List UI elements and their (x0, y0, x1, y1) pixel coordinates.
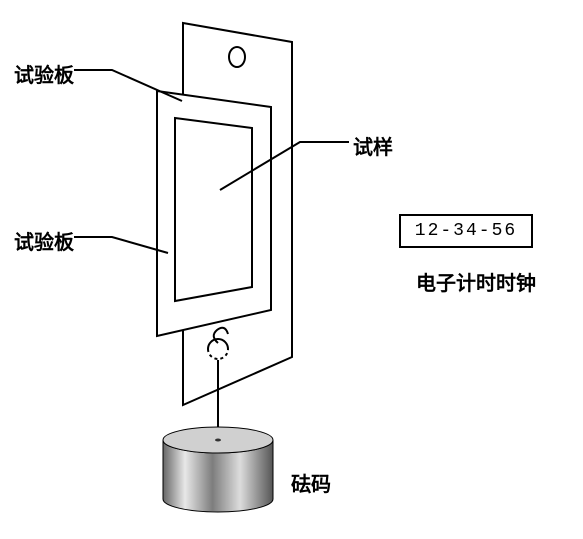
label-testplate-top: 试验板 (14, 59, 74, 88)
clock-display: 12-34-56 (399, 214, 533, 248)
leader-testplate-bottom (74, 237, 168, 253)
label-testplate-bottom: 试验板 (14, 226, 74, 255)
label-weight: 砝码 (291, 468, 331, 497)
top-hole (229, 47, 245, 67)
label-sample: 试样 (353, 131, 393, 160)
clock-caption: 电子计时时钟 (416, 267, 536, 296)
sample-rect (175, 118, 252, 301)
weight-center-dot (215, 439, 221, 442)
